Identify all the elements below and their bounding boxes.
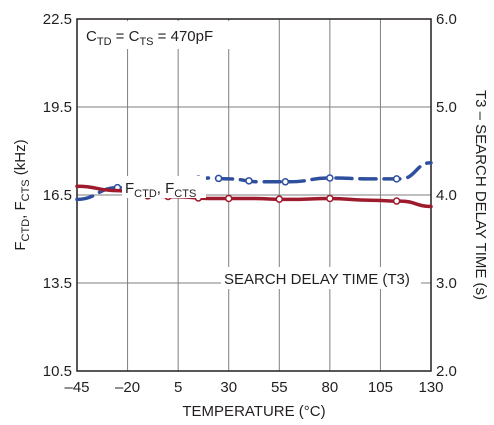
data-point: [281, 178, 290, 186]
x-tick-label: 30: [220, 379, 237, 396]
data-point: [326, 174, 334, 182]
x-tick-label: 80: [322, 379, 339, 396]
y-right-tick-label: 5.0: [436, 99, 457, 116]
y-left-tick-label: 13.5: [43, 275, 72, 292]
y-right-tick-label: 6.0: [436, 11, 457, 28]
condition-box: [79, 21, 234, 49]
data-point: [392, 197, 401, 205]
data-point: [224, 194, 233, 203]
series-label-bg-fctd: [122, 176, 206, 198]
x-tick-label: 55: [271, 379, 288, 396]
x-tick-label: –45: [64, 379, 89, 396]
x-tick-label: 5: [174, 379, 182, 396]
data-point: [392, 175, 401, 183]
series-label-bg-t3: [221, 267, 421, 289]
condition-annotation: CTD = CTS = 470pF: [86, 28, 213, 48]
data-point: [245, 177, 253, 185]
series-label-search-delay: SEARCH DELAY TIME (T3): [224, 271, 410, 288]
data-point: [275, 195, 284, 203]
x-tick-label: 105: [368, 379, 393, 396]
y-right-tick-label: 4.0: [436, 187, 457, 204]
x-axis-label: TEMPERATURE (°C): [182, 403, 325, 420]
y-axis-left-label: FCTD, FCTS (kHz): [12, 139, 32, 250]
x-tick-label: –20: [115, 379, 140, 396]
y-left-tick-label: 16.5: [43, 187, 72, 204]
y-axis-right-label: T3 – SEARCH DELAY TIME (s): [472, 90, 489, 300]
y-left-tick-label: 19.5: [43, 99, 72, 116]
data-point: [326, 194, 334, 203]
data-point: [214, 174, 223, 183]
x-tick-label: 130: [418, 379, 443, 396]
y-left-tick-label: 10.5: [43, 363, 72, 380]
y-right-tick-label: 2.0: [436, 363, 457, 380]
tick-labels: –45 –20 5 30 55 80 105 130 10.5 13.5 16.5 19.5 22.5 2…: [43, 11, 457, 396]
plot-frame: [76, 18, 432, 372]
y-left-tick-label: 22.5: [43, 11, 72, 28]
y-right-tick-label: 3.0: [436, 275, 457, 292]
